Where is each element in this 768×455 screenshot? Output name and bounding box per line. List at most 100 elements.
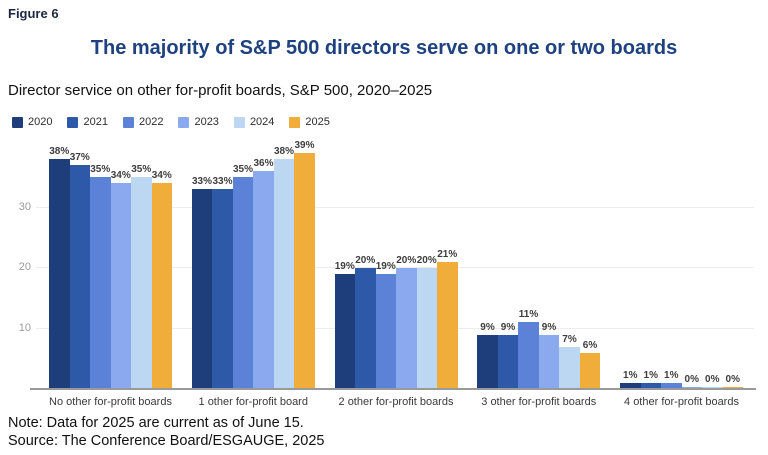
bar-2024-3: 20% <box>416 255 437 389</box>
bar-group-1: 38% 37% 35% 34% 35% 34% No other for-profit bo… <box>49 139 172 408</box>
bar-group-4: 9% 9% 11% 9% 7% 6% 3 other for-profit boards <box>477 139 601 408</box>
x-axis-category-label: 3 other for-profit boards <box>481 396 597 408</box>
gridline-20 <box>36 267 754 268</box>
chart-title: The majority of S&P 500 directors serve … <box>90 37 678 59</box>
bar-2024-4: 7% <box>559 334 580 389</box>
bar-2021-2: 33% <box>212 176 233 389</box>
legend-swatch-2022 <box>122 116 134 128</box>
bar-group-2: 33% 33% 35% 36% 38% 39% 1 other for-profit boa… <box>191 139 315 408</box>
y-axis-tick-20: 20 <box>18 261 31 273</box>
bar-2025-2: 39% <box>294 140 315 389</box>
bar-value-label: 9% <box>480 321 495 333</box>
bar-value-label: 0% <box>684 374 699 385</box>
bar-2020-3: 19% <box>334 261 355 389</box>
bar-value-label: 35% <box>90 164 111 176</box>
legend-item-2020: 2020 <box>12 116 52 128</box>
legend-swatch-2025 <box>289 116 301 128</box>
legend-item-2024: 2024 <box>233 116 275 128</box>
x-axis-line <box>30 388 756 390</box>
bar-value-label: 34% <box>151 170 172 182</box>
y-axis-tick-10: 10 <box>18 321 31 334</box>
bar-2023-1: 34% <box>110 170 131 389</box>
x-axis-category-label: 4 other for-profit boards <box>624 396 739 408</box>
bar-value-label: 38% <box>49 146 70 158</box>
bar-2020-2: 33% <box>191 176 213 389</box>
bar-value-label: 1% <box>643 369 658 381</box>
bar-groups-container: 38% 37% 35% 34% 35% 34% No other for-profit bo… <box>36 139 756 408</box>
bar-2025-3: 21% <box>437 249 458 389</box>
bar-value-label: 7% <box>562 333 577 345</box>
chart-source: Source: The Conference Board/ESGAUGE, 20… <box>8 433 325 449</box>
figure-label: Figure 6 <box>8 6 59 21</box>
bar-2021-3: 20% <box>355 255 376 389</box>
bar-value-label: 36% <box>253 158 274 170</box>
bar-value-label: 35% <box>131 164 152 176</box>
legend-item-2025: 2025 <box>289 116 330 128</box>
bar-value-label: 21% <box>437 248 458 260</box>
legend-item-2023: 2023 <box>178 116 219 128</box>
legend-swatch-2024 <box>233 116 245 128</box>
bar-2021-1: 37% <box>69 152 90 389</box>
bar-2021-5: 1% <box>640 370 661 389</box>
x-axis-category-label: 1 other for-profit board <box>198 396 308 408</box>
chart-note: Note: Data for 2025 are current as of Ju… <box>8 415 304 431</box>
x-axis-category-label: 2 other for-profit boards <box>338 396 454 408</box>
bar-value-label: 20% <box>355 255 376 266</box>
bar-group-5: 1% 1% 1% 0% 0% 0% 4 other for-profit boards <box>620 139 743 408</box>
bar-value-label: 33% <box>191 176 213 188</box>
bar-2023-4: 9% <box>538 322 560 389</box>
bar-2020-1: 38% <box>49 146 70 389</box>
bar-2021-4: 9% <box>497 322 519 389</box>
legend-label-2023: 2023 <box>194 116 219 128</box>
bar-value-label: 35% <box>232 164 254 176</box>
bar-value-label: 0% <box>705 374 720 385</box>
bar-2024-2: 38% <box>273 146 295 389</box>
legend-swatch-2023 <box>178 116 190 128</box>
bar-value-label: 34% <box>110 170 131 182</box>
bar-2024-1: 35% <box>131 164 152 389</box>
bar-2020-5: 1% <box>620 370 641 389</box>
bar-2025-4: 6% <box>579 340 601 389</box>
bar-value-label: 0% <box>725 374 740 385</box>
legend-swatch-2021 <box>67 116 79 128</box>
bar-value-label: 1% <box>664 369 679 381</box>
plot-area: 38% 37% 35% 34% 35% 34% No other for-profit bo… <box>19 139 756 408</box>
bar-value-label: 39% <box>294 140 315 152</box>
legend-swatch-2020 <box>12 116 23 128</box>
chart-subtitle: Director service on other for-profit boa… <box>8 82 433 99</box>
bar-2022-5: 1% <box>661 370 682 389</box>
bar-value-label: 33% <box>212 176 233 188</box>
bar-value-label: 20% <box>396 255 417 266</box>
bar-2022-2: 35% <box>232 164 254 389</box>
bar-2022-4: 11% <box>518 309 539 389</box>
legend-label-2022: 2022 <box>138 116 164 128</box>
bar-value-label: 20% <box>416 255 437 266</box>
bar-value-label: 9% <box>541 321 557 333</box>
bar-value-label: 6% <box>582 339 598 351</box>
legend-item-2022: 2022 <box>122 116 164 128</box>
x-axis-category-label: No other for-profit boards <box>49 396 172 408</box>
bar-value-label: 37% <box>69 152 90 164</box>
bar-2022-1: 35% <box>90 164 111 389</box>
bar-value-label: 19% <box>334 261 355 273</box>
chart-legend: 2020 2021 2022 2023 2024 2025 <box>12 116 760 128</box>
legend-label-2020: 2020 <box>28 116 53 128</box>
y-axis-tick-30: 30 <box>18 200 31 213</box>
bar-group-3: 19% 20% 19% 20% 20% 21% 2 other for-profit boa… <box>334 139 458 408</box>
bar-2025-1: 34% <box>151 170 172 389</box>
bar-2022-3: 19% <box>375 261 396 389</box>
chart-area: 38% 37% 35% 34% 35% 34% No other for-profit bo… <box>19 139 756 408</box>
bar-value-label: 19% <box>375 261 396 273</box>
bar-2023-2: 36% <box>253 158 274 389</box>
bar-value-label: 11% <box>518 309 539 321</box>
bar-value-label: 9% <box>500 321 516 333</box>
bar-2023-3: 20% <box>396 255 417 389</box>
bar-value-label: 38% <box>273 146 295 158</box>
bar-value-label: 1% <box>623 369 638 381</box>
legend-label-2021: 2021 <box>83 116 108 128</box>
legend-item-2021: 2021 <box>67 116 108 128</box>
bar-2020-4: 9% <box>477 322 498 389</box>
legend-label-2024: 2024 <box>249 116 275 128</box>
gridline-30 <box>36 206 754 208</box>
